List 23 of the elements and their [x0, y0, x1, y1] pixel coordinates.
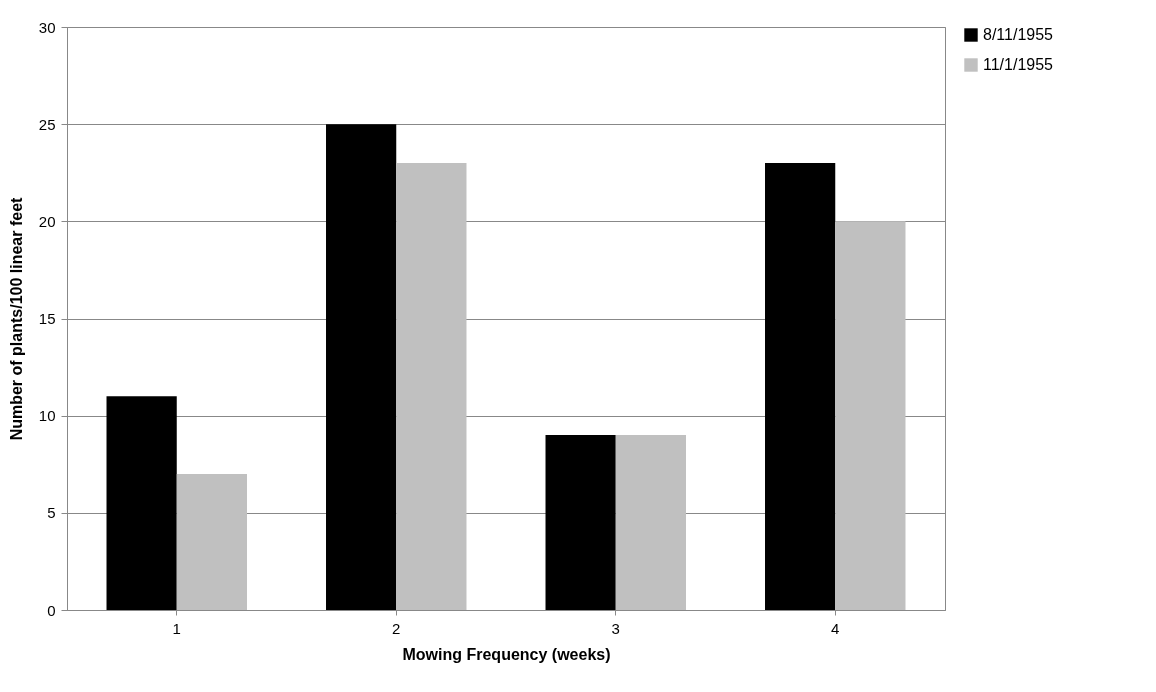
bar — [106, 396, 177, 610]
bar — [396, 163, 467, 610]
bar — [615, 435, 686, 610]
x-axis-title: Mowing Frequency (weeks) — [402, 645, 611, 663]
bar — [835, 221, 906, 610]
y-tick-label: 15 — [38, 310, 56, 327]
bar — [545, 435, 616, 610]
bar — [176, 473, 247, 610]
x-tick-label: 3 — [611, 619, 620, 637]
x-tick-label: 4 — [831, 619, 840, 637]
y-tick-label: 25 — [38, 115, 56, 133]
bar — [765, 163, 836, 610]
x-tick-label: 2 — [392, 619, 401, 637]
y-tick-label: 0 — [47, 601, 56, 619]
x-tick-label: 1 — [172, 619, 181, 637]
bar — [326, 124, 397, 610]
y-axis-title: Number of plants/100 linear feet — [7, 196, 25, 441]
y-tick-label: 30 — [38, 18, 56, 36]
y-tick-label: 10 — [38, 407, 56, 425]
legend-label: 8/11/1955 — [983, 26, 1054, 43]
y-tick-label: 5 — [47, 504, 56, 522]
y-tick-label: 20 — [38, 212, 56, 230]
legend-label: 11/1/1955 — [983, 56, 1054, 73]
